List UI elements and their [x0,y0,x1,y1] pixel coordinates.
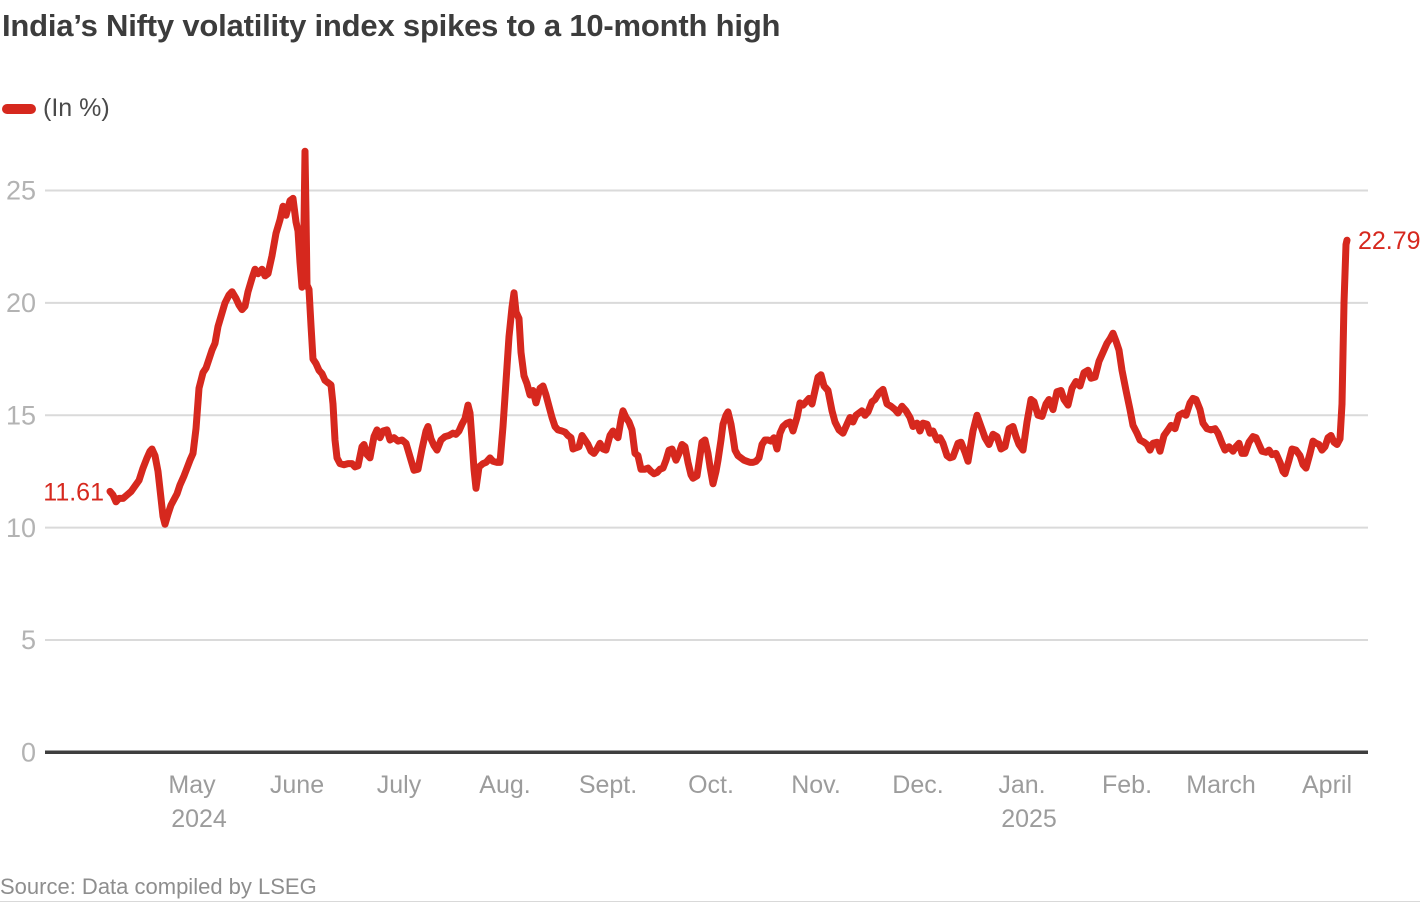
x-tick-label-march: March [1186,771,1255,799]
x-tick-label-july: July [377,771,422,799]
chart-title: India’s Nifty volatility index spikes to… [2,8,781,43]
vix-line-series [106,147,1351,528]
y-tick-label-20: 20 [6,288,36,318]
y-tick-label-25: 25 [6,176,36,206]
source-attribution: Source: Data compiled by LSEG [0,874,317,899]
x-tick-label-oct: Oct. [688,771,734,799]
x-tick-year-2025: 2025 [1001,805,1057,833]
x-tick-label-aug: Aug. [479,771,530,799]
legend-line-swatch [2,103,36,114]
legend: (In %) [2,94,110,123]
x-tick-label-dec: Dec. [892,771,943,799]
y-tick-label-10: 10 [6,513,36,543]
x-tick-label-sept: Sept. [579,771,637,799]
x-tick-label-june: June [270,771,324,799]
last-value-label: 22.79 [1358,227,1420,255]
x-tick-year-2024: 2024 [171,805,227,833]
y-tick-label-0: 0 [21,737,36,767]
x-tick-label-feb: Feb. [1102,771,1152,799]
y-tick-label-5: 5 [21,625,36,655]
legend-label: (In %) [43,94,110,122]
x-tick-label-april: April [1302,771,1352,799]
x-tick-label-jan: Jan. [998,771,1045,799]
y-tick-label-15: 15 [6,400,36,430]
first-value-label: 11.61 [43,478,104,506]
x-tick-label-nov: Nov. [791,771,841,799]
x-tick-label-may: May [168,771,216,799]
